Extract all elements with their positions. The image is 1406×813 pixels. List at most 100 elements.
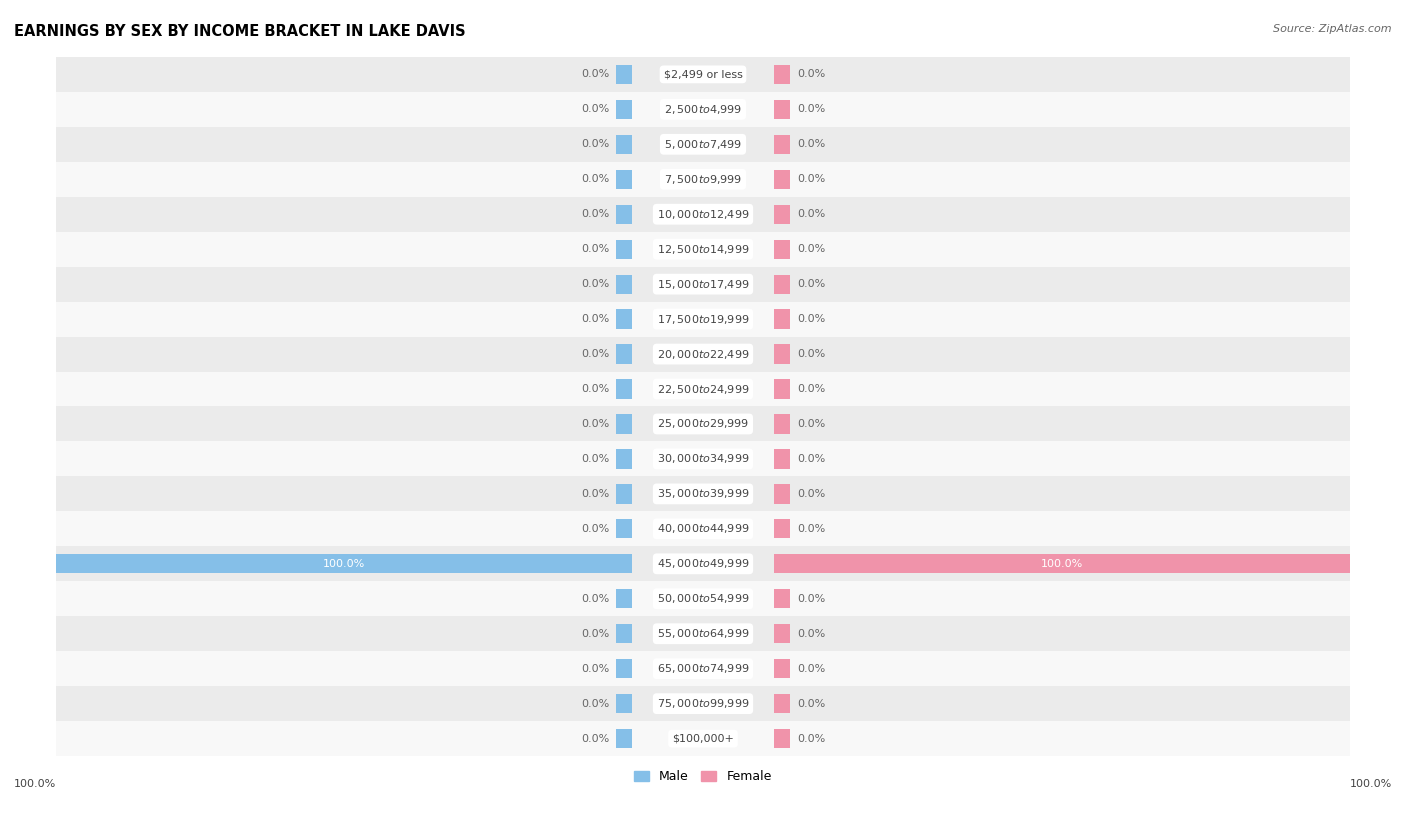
Text: 0.0%: 0.0%	[797, 489, 825, 499]
Bar	[616, 240, 631, 259]
Text: 0.0%: 0.0%	[797, 733, 825, 744]
Text: 0.0%: 0.0%	[797, 698, 825, 709]
Bar	[616, 205, 631, 224]
Bar	[56, 721, 1350, 756]
Bar	[775, 485, 790, 503]
Text: 0.0%: 0.0%	[797, 593, 825, 604]
Text: 0.0%: 0.0%	[581, 314, 609, 324]
Text: 0.0%: 0.0%	[797, 279, 825, 289]
Bar	[616, 65, 631, 84]
Text: 0.0%: 0.0%	[581, 593, 609, 604]
Bar	[56, 616, 1350, 651]
Text: $65,000 to $74,999: $65,000 to $74,999	[657, 663, 749, 675]
Bar	[775, 659, 790, 678]
Bar	[775, 135, 790, 154]
Bar	[775, 240, 790, 259]
Bar	[56, 162, 1350, 197]
Bar	[616, 380, 631, 398]
Text: $25,000 to $29,999: $25,000 to $29,999	[657, 418, 749, 430]
Text: Source: ZipAtlas.com: Source: ZipAtlas.com	[1274, 24, 1392, 34]
Legend: Male, Female: Male, Female	[630, 765, 776, 789]
Text: 0.0%: 0.0%	[797, 139, 825, 150]
Text: 0.0%: 0.0%	[797, 349, 825, 359]
Text: 0.0%: 0.0%	[797, 314, 825, 324]
Bar	[56, 267, 1350, 302]
Text: $55,000 to $64,999: $55,000 to $64,999	[657, 628, 749, 640]
Text: 0.0%: 0.0%	[797, 384, 825, 394]
Text: 0.0%: 0.0%	[797, 419, 825, 429]
Bar	[616, 310, 631, 328]
Bar	[56, 92, 1350, 127]
Bar	[616, 520, 631, 538]
Bar	[56, 197, 1350, 232]
Text: $15,000 to $17,499: $15,000 to $17,499	[657, 278, 749, 290]
Bar	[775, 554, 1350, 573]
Text: $50,000 to $54,999: $50,000 to $54,999	[657, 593, 749, 605]
Text: 0.0%: 0.0%	[581, 384, 609, 394]
Bar	[775, 589, 790, 608]
Bar	[775, 380, 790, 398]
Text: 0.0%: 0.0%	[581, 209, 609, 220]
Text: $45,000 to $49,999: $45,000 to $49,999	[657, 558, 749, 570]
Text: $17,500 to $19,999: $17,500 to $19,999	[657, 313, 749, 325]
Bar	[56, 372, 1350, 406]
Text: $20,000 to $22,499: $20,000 to $22,499	[657, 348, 749, 360]
Text: 100.0%: 100.0%	[323, 559, 366, 569]
Text: 0.0%: 0.0%	[797, 104, 825, 115]
Bar	[616, 694, 631, 713]
Bar	[775, 170, 790, 189]
Text: 0.0%: 0.0%	[581, 139, 609, 150]
Bar	[775, 450, 790, 468]
Bar	[775, 694, 790, 713]
Text: 0.0%: 0.0%	[581, 349, 609, 359]
Text: 100.0%: 100.0%	[14, 779, 56, 789]
Text: 0.0%: 0.0%	[581, 244, 609, 254]
Bar	[56, 441, 1350, 476]
Bar	[616, 450, 631, 468]
Text: 0.0%: 0.0%	[797, 628, 825, 639]
Bar	[56, 406, 1350, 441]
Bar	[616, 729, 631, 748]
Bar	[616, 659, 631, 678]
Text: 0.0%: 0.0%	[797, 209, 825, 220]
Text: $75,000 to $99,999: $75,000 to $99,999	[657, 698, 749, 710]
Bar	[775, 345, 790, 363]
Text: 0.0%: 0.0%	[581, 663, 609, 674]
Text: $2,499 or less: $2,499 or less	[664, 69, 742, 80]
Bar	[616, 100, 631, 119]
Text: 100.0%: 100.0%	[1350, 779, 1392, 789]
Bar	[775, 100, 790, 119]
Bar	[56, 546, 1350, 581]
Text: 0.0%: 0.0%	[581, 733, 609, 744]
Text: $30,000 to $34,999: $30,000 to $34,999	[657, 453, 749, 465]
Text: $40,000 to $44,999: $40,000 to $44,999	[657, 523, 749, 535]
Bar	[56, 302, 1350, 337]
Text: 0.0%: 0.0%	[797, 174, 825, 185]
Text: EARNINGS BY SEX BY INCOME BRACKET IN LAKE DAVIS: EARNINGS BY SEX BY INCOME BRACKET IN LAK…	[14, 24, 465, 39]
Bar	[56, 127, 1350, 162]
Text: $10,000 to $12,499: $10,000 to $12,499	[657, 208, 749, 220]
Text: 0.0%: 0.0%	[797, 69, 825, 80]
Text: 0.0%: 0.0%	[581, 628, 609, 639]
Text: $100,000+: $100,000+	[672, 733, 734, 744]
Text: 0.0%: 0.0%	[797, 244, 825, 254]
Bar	[56, 554, 631, 573]
Bar	[775, 275, 790, 293]
Text: 0.0%: 0.0%	[581, 69, 609, 80]
Bar	[616, 345, 631, 363]
Bar	[775, 310, 790, 328]
Bar	[616, 624, 631, 643]
Bar	[775, 205, 790, 224]
Text: $22,500 to $24,999: $22,500 to $24,999	[657, 383, 749, 395]
Bar	[56, 651, 1350, 686]
Text: 0.0%: 0.0%	[581, 698, 609, 709]
Bar	[56, 686, 1350, 721]
Bar	[56, 511, 1350, 546]
Text: 0.0%: 0.0%	[581, 104, 609, 115]
Bar	[56, 581, 1350, 616]
Text: $12,500 to $14,999: $12,500 to $14,999	[657, 243, 749, 255]
Bar	[616, 589, 631, 608]
Bar	[616, 135, 631, 154]
Text: 0.0%: 0.0%	[581, 174, 609, 185]
Text: 0.0%: 0.0%	[581, 454, 609, 464]
